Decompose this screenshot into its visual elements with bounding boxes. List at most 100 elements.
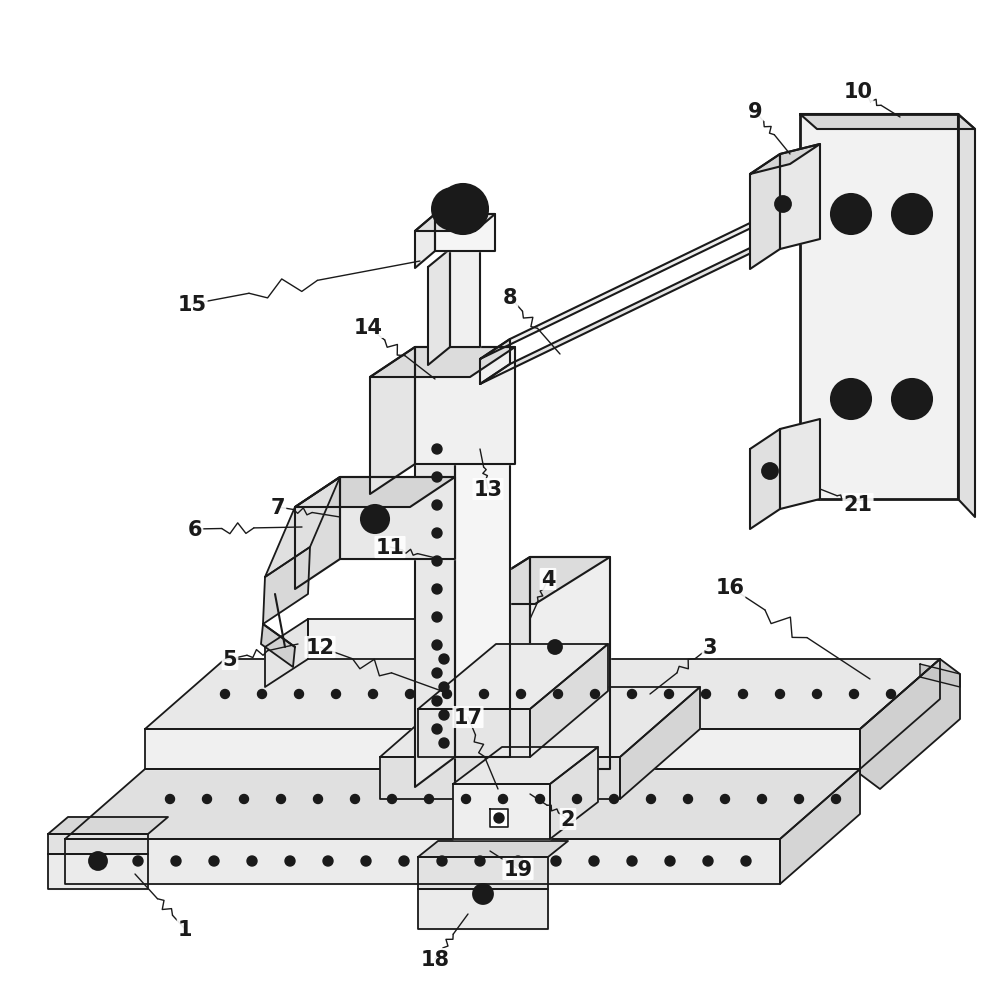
Circle shape bbox=[332, 690, 341, 699]
Polygon shape bbox=[453, 747, 598, 784]
Circle shape bbox=[361, 506, 389, 533]
Polygon shape bbox=[750, 155, 780, 270]
Polygon shape bbox=[65, 769, 860, 839]
Polygon shape bbox=[860, 660, 940, 769]
Text: 13: 13 bbox=[474, 479, 503, 500]
Circle shape bbox=[741, 856, 751, 866]
Text: 9: 9 bbox=[748, 102, 762, 122]
Polygon shape bbox=[415, 215, 495, 232]
Text: 3: 3 bbox=[703, 637, 717, 658]
Polygon shape bbox=[308, 619, 415, 660]
Polygon shape bbox=[65, 839, 780, 884]
Polygon shape bbox=[530, 557, 610, 769]
Polygon shape bbox=[780, 420, 820, 510]
Circle shape bbox=[89, 852, 107, 870]
Polygon shape bbox=[800, 115, 975, 130]
Circle shape bbox=[285, 856, 295, 866]
Circle shape bbox=[432, 585, 442, 595]
Polygon shape bbox=[780, 195, 810, 240]
Circle shape bbox=[664, 690, 674, 699]
Text: 21: 21 bbox=[844, 495, 872, 515]
Polygon shape bbox=[370, 348, 415, 495]
Circle shape bbox=[323, 856, 333, 866]
Polygon shape bbox=[418, 857, 548, 889]
Circle shape bbox=[203, 795, 212, 804]
Text: 8: 8 bbox=[503, 288, 517, 308]
Polygon shape bbox=[340, 477, 455, 559]
Polygon shape bbox=[145, 660, 940, 730]
Polygon shape bbox=[455, 557, 530, 819]
Polygon shape bbox=[550, 747, 598, 839]
Circle shape bbox=[776, 690, 784, 699]
Polygon shape bbox=[480, 339, 510, 385]
Polygon shape bbox=[490, 810, 508, 827]
Circle shape bbox=[703, 856, 713, 866]
Text: 11: 11 bbox=[376, 537, 405, 557]
Polygon shape bbox=[380, 687, 700, 757]
Polygon shape bbox=[860, 660, 960, 789]
Polygon shape bbox=[455, 557, 610, 604]
Circle shape bbox=[171, 856, 181, 866]
Circle shape bbox=[240, 795, 249, 804]
Circle shape bbox=[432, 640, 442, 651]
Polygon shape bbox=[800, 115, 958, 500]
Circle shape bbox=[494, 813, 504, 823]
Text: 14: 14 bbox=[354, 317, 383, 337]
Circle shape bbox=[610, 795, 618, 804]
Circle shape bbox=[295, 690, 304, 699]
Circle shape bbox=[369, 690, 378, 699]
Circle shape bbox=[399, 856, 409, 866]
Circle shape bbox=[432, 696, 442, 706]
Polygon shape bbox=[480, 195, 810, 360]
Circle shape bbox=[432, 556, 442, 566]
Circle shape bbox=[351, 795, 360, 804]
Polygon shape bbox=[415, 215, 435, 269]
Circle shape bbox=[166, 795, 175, 804]
Circle shape bbox=[627, 856, 637, 866]
Circle shape bbox=[887, 690, 896, 699]
Circle shape bbox=[431, 187, 475, 232]
Circle shape bbox=[443, 690, 452, 699]
Circle shape bbox=[831, 380, 871, 420]
Circle shape bbox=[646, 795, 656, 804]
Polygon shape bbox=[48, 834, 148, 854]
Polygon shape bbox=[450, 249, 480, 348]
Polygon shape bbox=[530, 644, 608, 757]
Circle shape bbox=[702, 690, 710, 699]
Circle shape bbox=[475, 856, 485, 866]
Circle shape bbox=[892, 195, 932, 235]
Polygon shape bbox=[265, 619, 308, 687]
Polygon shape bbox=[145, 730, 860, 769]
Text: 19: 19 bbox=[503, 859, 533, 880]
Polygon shape bbox=[261, 624, 295, 668]
Polygon shape bbox=[418, 644, 608, 709]
Text: 5: 5 bbox=[223, 650, 237, 669]
Polygon shape bbox=[295, 477, 340, 590]
Circle shape bbox=[462, 795, 471, 804]
Circle shape bbox=[720, 795, 730, 804]
Circle shape bbox=[247, 856, 257, 866]
Polygon shape bbox=[295, 477, 455, 508]
Circle shape bbox=[473, 884, 493, 904]
Circle shape bbox=[277, 795, 286, 804]
Circle shape bbox=[437, 856, 447, 866]
Polygon shape bbox=[920, 665, 960, 687]
Text: 10: 10 bbox=[844, 82, 872, 102]
Polygon shape bbox=[428, 249, 450, 366]
Circle shape bbox=[590, 690, 600, 699]
Circle shape bbox=[794, 795, 804, 804]
Circle shape bbox=[684, 795, 692, 804]
Polygon shape bbox=[418, 889, 548, 929]
Circle shape bbox=[850, 690, 858, 699]
Polygon shape bbox=[780, 769, 860, 884]
Circle shape bbox=[221, 690, 230, 699]
Circle shape bbox=[551, 856, 561, 866]
Circle shape bbox=[432, 612, 442, 622]
Circle shape bbox=[258, 690, 267, 699]
Circle shape bbox=[438, 184, 488, 235]
Circle shape bbox=[432, 725, 442, 735]
Text: 7: 7 bbox=[271, 498, 285, 518]
Text: 18: 18 bbox=[421, 950, 450, 969]
Circle shape bbox=[439, 739, 449, 748]
Circle shape bbox=[516, 690, 526, 699]
